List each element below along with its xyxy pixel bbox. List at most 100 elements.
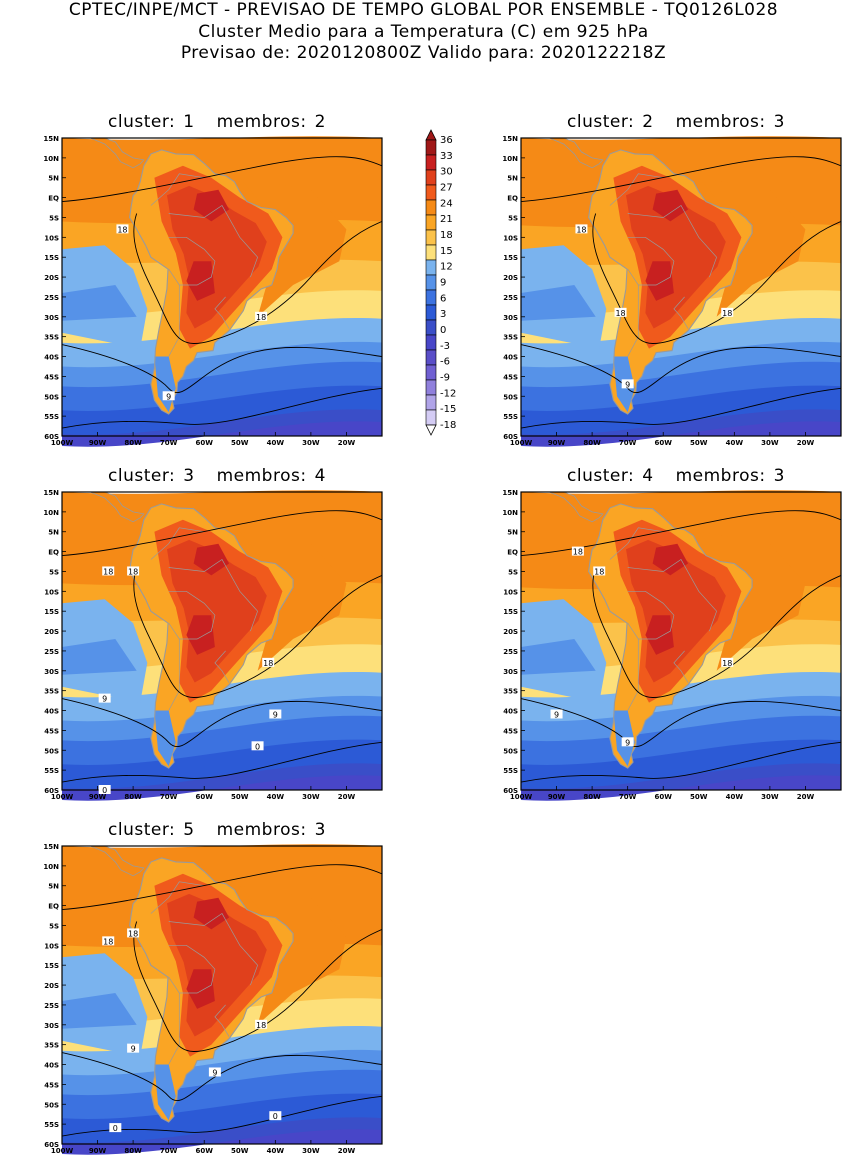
lat-tick-label: 55S	[44, 1121, 59, 1129]
lon-tick-label: 60W	[654, 793, 672, 801]
svg-text:0: 0	[102, 786, 107, 795]
lon-tick-label: 50W	[231, 439, 249, 447]
lat-tick-label: 25S	[503, 294, 518, 302]
colorbar-label: 18	[440, 230, 453, 241]
lon-tick-label: 60W	[195, 1147, 213, 1155]
svg-text:9: 9	[273, 711, 278, 720]
lon-tick-label: 50W	[690, 793, 708, 801]
map-panel-cluster-1: cluster: 1 membros: 2 15N 10N 5N EQ 5S 10S 15S 20S 2…	[22, 112, 390, 456]
panel-title: cluster: 5 membros: 3	[108, 820, 326, 840]
lat-tick-label: 60S	[503, 787, 518, 795]
contour-label: 18	[255, 1019, 268, 1030]
svg-text:18: 18	[128, 567, 138, 576]
lat-tick-label: 60S	[503, 433, 518, 441]
lon-tick-label: 30W	[761, 439, 779, 447]
contour-label: 9	[208, 1067, 221, 1077]
colorbar-swatch	[425, 274, 437, 291]
lon-tick-label: 90W	[89, 793, 107, 801]
lat-tick-label: 50S	[44, 393, 59, 401]
panel-title-members-label: membros:	[675, 466, 766, 486]
lat-tick-label: EQ	[48, 903, 59, 911]
lat-tick-label: 20S	[503, 628, 518, 636]
panel-title: cluster: 4 membros: 3	[567, 466, 785, 486]
lat-tick-label: 40S	[44, 708, 59, 716]
lon-tick-label: 40W	[267, 1147, 285, 1155]
svg-text:18: 18	[128, 929, 138, 938]
lat-tick-label: 30S	[44, 1022, 59, 1030]
lon-tick-label: 40W	[726, 793, 744, 801]
lon-tick-label: 60W	[195, 793, 213, 801]
colorbar-label: 12	[440, 262, 453, 273]
colorbar-swatch	[425, 184, 437, 201]
map-panel-cluster-3: cluster: 3 membros: 4 15N 10N 5N EQ 5S 10S 15S 20S 2…	[22, 466, 390, 810]
lon-tick-label: 40W	[267, 793, 285, 801]
lat-tick-label: 45S	[44, 727, 59, 735]
lon-tick-label: 80W	[124, 439, 142, 447]
svg-text:18: 18	[722, 309, 732, 318]
lat-tick-label: 10S	[503, 234, 518, 242]
colorbar-label: 6	[440, 293, 446, 304]
lon-tick-label: 80W	[583, 793, 601, 801]
lat-tick-label: 15S	[44, 254, 59, 262]
contour-label: 18	[116, 224, 129, 234]
contour-label: 9	[269, 709, 282, 720]
lon-tick-label: 60W	[654, 439, 672, 447]
lat-tick-label: 5N	[507, 529, 518, 537]
lon-tick-label: 80W	[124, 793, 142, 801]
panel-title-cluster-label: cluster:	[567, 112, 635, 132]
colorbar-label: 3	[440, 309, 446, 320]
svg-text:0: 0	[255, 742, 260, 751]
colorbar-swatch	[425, 199, 437, 216]
lat-tick-label: 15N	[43, 135, 59, 143]
lat-tick-label: 35S	[503, 688, 518, 696]
lon-tick-label: 60W	[195, 439, 213, 447]
lon-tick-label: 20W	[338, 793, 356, 801]
lat-tick-label: 50S	[44, 1101, 59, 1109]
lon-tick-label: 70W	[160, 1147, 178, 1155]
lat-tick-label: 20S	[44, 274, 59, 282]
lon-tick-label: 50W	[231, 793, 249, 801]
contour-label: 18	[721, 307, 734, 318]
lon-tick-label: 70W	[160, 793, 178, 801]
lon-tick-label: 20W	[797, 793, 815, 801]
contour-label: 0	[251, 741, 264, 751]
lon-tick-label: 30W	[302, 1147, 320, 1155]
lat-tick-label: 25S	[503, 648, 518, 656]
panel-title-members: 3	[773, 466, 785, 486]
panel-title-cluster-label: cluster:	[567, 466, 635, 486]
panel-title-cluster: 3	[183, 466, 195, 486]
colorbar-swatch	[425, 259, 437, 276]
lat-tick-label: 15N	[502, 489, 518, 497]
panel-title-members: 3	[314, 820, 326, 840]
colorbar-swatch	[425, 334, 437, 351]
lat-tick-label: 15N	[43, 489, 59, 497]
contour-label: 9	[127, 1043, 140, 1054]
lat-tick-label: 40S	[44, 354, 59, 362]
panel-title-members-label: membros:	[216, 466, 307, 486]
lat-tick-label: 55S	[44, 767, 59, 775]
colorbar-label: 30	[440, 167, 453, 178]
lat-tick-label: 10N	[43, 863, 59, 871]
contour-label: 18	[127, 566, 140, 576]
colorbar-swatch	[425, 319, 437, 336]
lat-tick-label: 5S	[49, 568, 59, 576]
svg-text:18: 18	[615, 309, 625, 318]
colorbar-label: -18	[440, 420, 456, 431]
lon-tick-label: 30W	[761, 793, 779, 801]
lon-tick-label: 40W	[726, 439, 744, 447]
lon-tick-label: 100W	[51, 439, 74, 447]
lat-tick-label: 45S	[503, 373, 518, 381]
lat-tick-label: 10N	[502, 509, 518, 517]
lat-tick-label: 20S	[44, 628, 59, 636]
lat-tick-label: 30S	[503, 668, 518, 676]
colorbar-label: 21	[440, 214, 453, 225]
colorbar-label: 24	[440, 198, 453, 209]
lat-tick-label: 5N	[48, 175, 59, 183]
lat-tick-label: EQ	[507, 549, 518, 557]
contour-label: 18	[102, 936, 115, 946]
colorbar-label: 36	[440, 135, 453, 146]
contour-label: 18	[575, 224, 588, 234]
lat-tick-label: 30S	[503, 314, 518, 322]
lat-tick-label: 55S	[44, 413, 59, 421]
lon-tick-label: 40W	[267, 439, 285, 447]
